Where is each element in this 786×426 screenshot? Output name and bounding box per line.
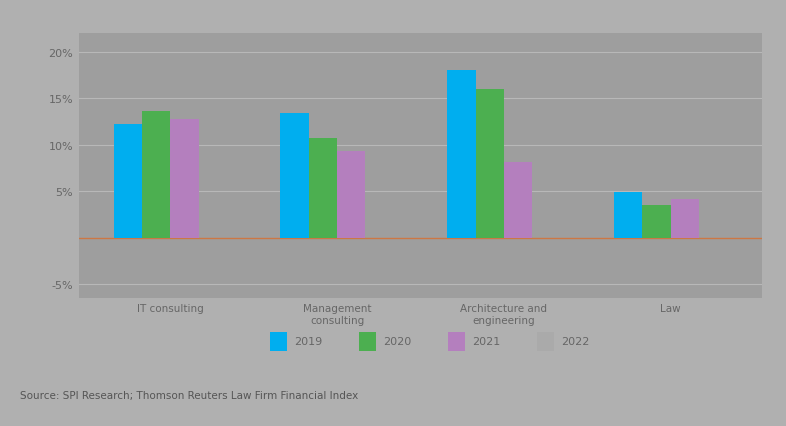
Text: Source: SPI Research; Thomson Reuters Law Firm Financial Index: Source: SPI Research; Thomson Reuters La…	[20, 391, 358, 400]
Bar	[642, 205, 670, 238]
Bar	[171, 119, 199, 238]
Text: 2021: 2021	[472, 337, 500, 347]
Bar	[309, 139, 337, 238]
Bar	[114, 125, 142, 238]
Bar	[359, 332, 376, 351]
Bar	[476, 90, 504, 238]
Bar	[670, 200, 699, 238]
Text: 2022: 2022	[560, 337, 589, 347]
Bar	[448, 332, 465, 351]
Bar	[447, 71, 476, 238]
Bar	[270, 332, 287, 351]
Bar	[337, 152, 365, 238]
Bar	[142, 112, 171, 238]
Bar	[614, 193, 642, 238]
Text: 2020: 2020	[383, 337, 411, 347]
Text: 2019: 2019	[294, 337, 322, 347]
Bar	[537, 332, 554, 351]
Bar	[281, 114, 309, 238]
Bar	[504, 163, 532, 238]
